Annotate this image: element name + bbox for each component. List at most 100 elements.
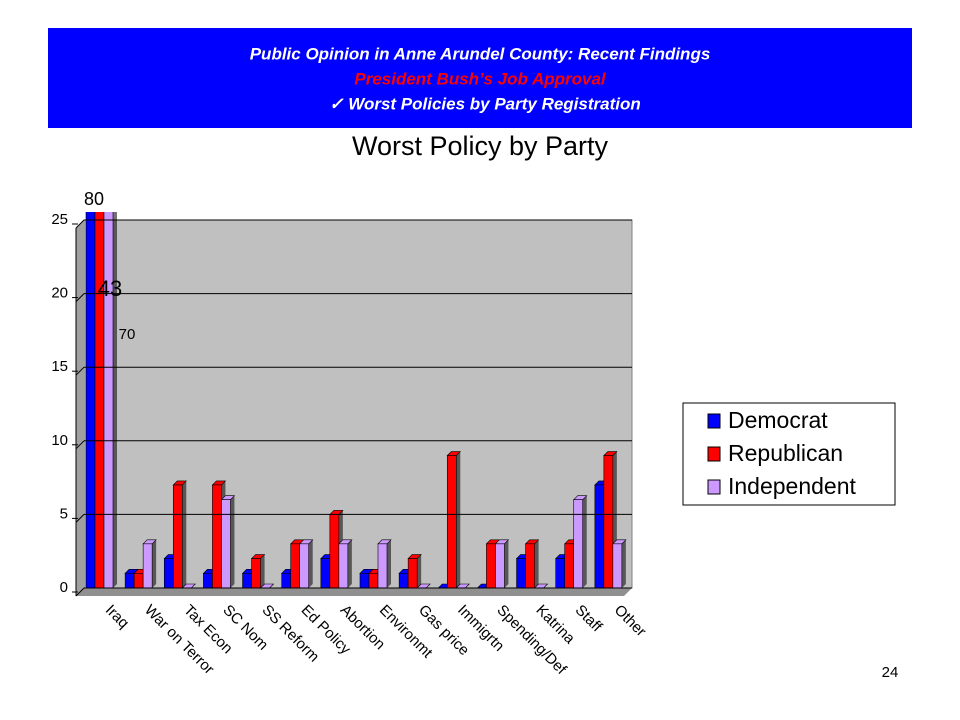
bar — [338, 539, 353, 588]
bar — [181, 583, 197, 588]
bar-face — [486, 543, 496, 588]
page-number: 24 — [882, 664, 899, 681]
bar-face — [555, 558, 566, 588]
bar — [572, 495, 588, 588]
bar — [534, 583, 549, 588]
bar-face — [103, 212, 114, 588]
bar-face — [251, 558, 261, 588]
bar — [494, 539, 510, 588]
bars — [85, 212, 627, 588]
bar-face — [290, 543, 301, 588]
bar-side — [621, 539, 626, 588]
bar-face — [133, 572, 144, 588]
bar — [172, 480, 188, 588]
bar-face — [594, 484, 605, 588]
bar-face — [603, 455, 614, 588]
grid-line — [75, 440, 85, 450]
x-tick-label: Iraq — [102, 602, 132, 632]
bar-face — [516, 558, 526, 588]
bar-face — [359, 572, 370, 588]
bar-face — [172, 484, 183, 588]
legend-label: Republican — [728, 440, 843, 466]
y-tick-label: 25 — [51, 211, 68, 228]
bar-side — [582, 495, 587, 588]
bar-face — [446, 455, 457, 588]
legend-swatch — [707, 446, 721, 462]
bar-face — [573, 499, 584, 588]
y-tick-label: 10 — [51, 432, 68, 449]
y-tick-label: 15 — [51, 358, 68, 375]
bar-face — [329, 514, 340, 588]
plot-area — [83, 219, 633, 589]
legend-label: Independent — [728, 473, 857, 499]
bar-side — [260, 554, 265, 588]
bar — [298, 539, 314, 588]
bar-face — [564, 543, 575, 588]
x-tick-label: Staff — [572, 602, 606, 636]
bar — [524, 539, 540, 588]
bar-side — [504, 539, 509, 588]
bar-face — [221, 499, 231, 588]
grid-line — [75, 293, 85, 302]
bar-side — [417, 554, 422, 588]
header-title: Public Opinion in Anne Arundel County: R… — [250, 44, 711, 63]
bar — [103, 212, 117, 588]
legend-swatch — [707, 413, 721, 429]
bar-face — [612, 543, 623, 588]
bar — [377, 539, 392, 588]
bar — [407, 554, 422, 588]
bar-face — [163, 558, 174, 588]
grid-line — [75, 587, 85, 597]
bar-side — [456, 451, 461, 588]
legend-swatch — [707, 479, 721, 495]
bar — [250, 554, 266, 588]
legend-label: Democrat — [728, 407, 828, 433]
bar-side — [534, 539, 539, 588]
y-tick-label: 20 — [51, 285, 68, 302]
bar-face — [495, 543, 505, 588]
plot-wall — [76, 220, 84, 596]
bar-face — [203, 572, 213, 588]
bar-face — [124, 572, 135, 588]
bar — [142, 539, 157, 588]
bar-face — [338, 543, 349, 588]
bar — [260, 583, 275, 588]
bar-side — [308, 539, 313, 588]
bar-face — [85, 212, 96, 588]
header-subtitle: President Bush’s Job Approval — [354, 69, 607, 88]
bar — [446, 451, 462, 588]
bar-face — [281, 572, 292, 588]
bar-face — [368, 572, 379, 588]
bar-face — [212, 484, 222, 588]
bar — [612, 539, 627, 588]
grid-line — [75, 219, 85, 229]
data-label: 80 — [84, 189, 104, 209]
y-tick-label: 0 — [60, 579, 68, 596]
bar-face — [407, 558, 418, 588]
plot-floor — [76, 588, 632, 596]
bar-face — [242, 572, 252, 588]
x-tick-label: Other — [611, 602, 650, 641]
bar-face — [525, 543, 535, 588]
bar-face — [142, 543, 153, 588]
header-band — [48, 28, 912, 128]
y-tick-label: 5 — [60, 505, 68, 522]
bar-face — [398, 572, 409, 588]
bar-face — [299, 543, 310, 588]
data-label: 70 — [119, 326, 136, 343]
bar-side — [347, 539, 352, 588]
grid-line — [75, 514, 85, 523]
x-tick-label: War on Terror — [141, 602, 217, 678]
bar-side — [387, 539, 391, 588]
data-label: 43 — [98, 276, 122, 301]
bar — [220, 495, 236, 588]
bar — [416, 583, 431, 588]
bar-side — [152, 539, 157, 588]
header-item: ✓ Worst Policies by Party Registration — [329, 94, 641, 113]
chart-title: Worst Policy by Party — [352, 131, 609, 161]
bar-side — [113, 212, 117, 588]
grid-line — [75, 366, 85, 376]
bar-face — [377, 543, 388, 588]
bar-side — [230, 495, 235, 588]
